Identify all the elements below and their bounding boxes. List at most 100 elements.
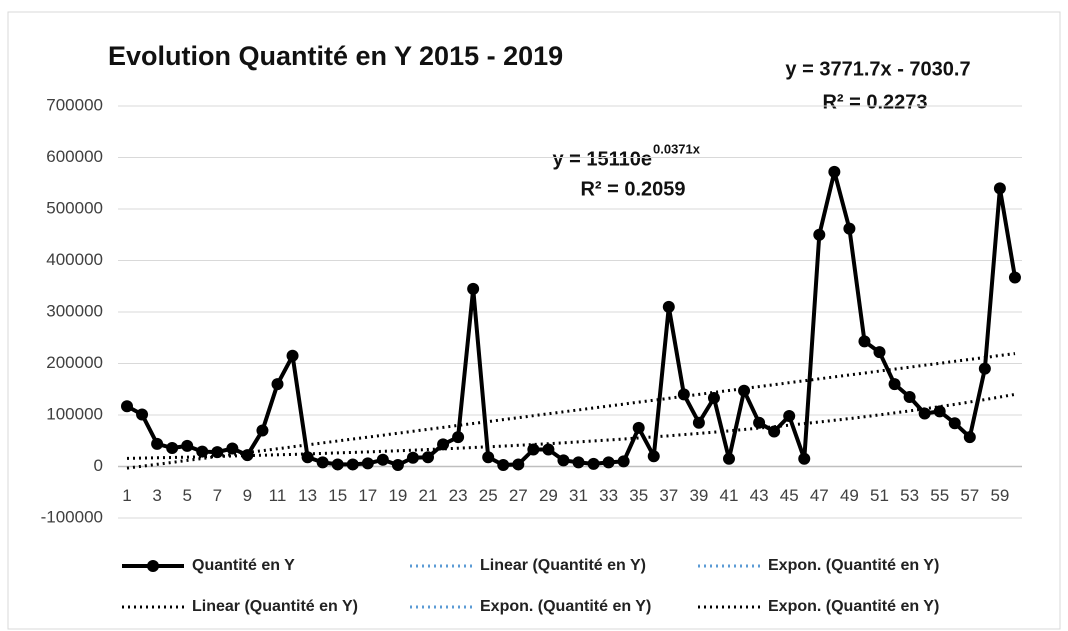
marker xyxy=(783,410,796,423)
marker xyxy=(963,431,976,444)
marker xyxy=(843,222,856,235)
chart-border xyxy=(7,11,1061,630)
marker xyxy=(406,451,419,464)
marker xyxy=(602,456,615,469)
marker xyxy=(151,437,164,450)
x-tick-label: 49 xyxy=(840,486,859,505)
x-tick-label: 35 xyxy=(629,486,648,505)
marker xyxy=(948,417,961,430)
marker xyxy=(316,456,329,469)
expon-r2: R² = 0.2059 xyxy=(580,178,685,200)
marker xyxy=(813,228,826,241)
x-tick-label: 57 xyxy=(960,486,979,505)
y-tick-label: -100000 xyxy=(41,507,103,526)
marker xyxy=(587,457,600,470)
marker xyxy=(181,439,194,452)
y-tick-label: 100000 xyxy=(46,404,103,423)
x-tick-label: 9 xyxy=(243,486,252,505)
marker xyxy=(692,416,705,429)
y-tick-label: 200000 xyxy=(46,353,103,372)
x-tick-label: 3 xyxy=(152,486,161,505)
marker xyxy=(256,424,269,437)
marker xyxy=(437,438,450,451)
marker xyxy=(166,441,179,454)
x-tick-label: 15 xyxy=(328,486,347,505)
marker xyxy=(978,362,991,375)
chart-title: Evolution Quantité en Y 2015 - 2019 xyxy=(108,41,563,71)
x-tick-label: 23 xyxy=(449,486,468,505)
x-tick-label: 37 xyxy=(659,486,678,505)
marker xyxy=(482,451,495,464)
marker xyxy=(271,378,284,391)
x-tick-label: 7 xyxy=(213,486,222,505)
marker xyxy=(647,450,660,463)
x-tick-label: 19 xyxy=(388,486,407,505)
x-tick-label: 17 xyxy=(358,486,377,505)
y-tick-label: 400000 xyxy=(46,250,103,269)
marker xyxy=(858,335,871,348)
marker xyxy=(723,452,735,465)
marker xyxy=(768,425,781,438)
x-tick-label: 25 xyxy=(479,486,498,505)
marker xyxy=(738,384,751,397)
expon-equation: y = 15110e xyxy=(552,148,652,170)
marker xyxy=(301,451,314,464)
x-tick-label: 5 xyxy=(182,486,191,505)
marker xyxy=(993,182,1006,195)
marker xyxy=(828,165,841,178)
x-tick-label: 39 xyxy=(689,486,708,505)
x-tick-label: 11 xyxy=(269,486,287,505)
marker xyxy=(422,451,434,464)
x-tick-label: 47 xyxy=(810,486,829,505)
marker xyxy=(632,421,645,434)
x-tick-label: 59 xyxy=(990,486,1009,505)
marker xyxy=(331,458,344,471)
x-tick-label: 45 xyxy=(780,486,799,505)
x-tick-label: 43 xyxy=(750,486,769,505)
x-tick-label: 41 xyxy=(720,486,739,505)
marker xyxy=(226,442,239,455)
marker xyxy=(1008,271,1021,284)
marker xyxy=(241,449,254,462)
marker xyxy=(527,443,540,456)
marker xyxy=(707,392,720,405)
legend-label: Expon. (Quantité en Y) xyxy=(768,598,939,615)
y-tick-label: 0 xyxy=(94,456,103,475)
marker xyxy=(376,453,389,466)
marker xyxy=(452,431,465,444)
legend-label: Quantité en Y xyxy=(192,557,295,574)
linear-equation: y = 3771.7x - 7030.7 xyxy=(785,58,970,80)
legend-label: Expon. (Quantité en Y) xyxy=(768,557,939,574)
marker xyxy=(677,388,690,401)
trendline xyxy=(126,392,1016,460)
marker xyxy=(903,390,916,403)
marker xyxy=(557,454,570,467)
marker xyxy=(572,456,585,469)
marker xyxy=(346,458,359,471)
legend-marker xyxy=(147,560,159,572)
x-tick-label: 29 xyxy=(539,486,558,505)
x-tick-label: 51 xyxy=(870,486,889,505)
legend-label: Expon. (Quantité en Y) xyxy=(480,598,651,615)
marker xyxy=(361,457,374,470)
y-tick-label: 600000 xyxy=(46,147,103,166)
x-tick-label: 55 xyxy=(930,486,949,505)
x-tick-label: 1 xyxy=(122,486,131,505)
x-tick-label: 53 xyxy=(900,486,919,505)
marker xyxy=(617,455,630,468)
marker xyxy=(391,458,404,471)
x-tick-label: 31 xyxy=(569,486,588,505)
legend-label: Linear (Quantité en Y) xyxy=(480,557,646,574)
y-tick-label: 700000 xyxy=(46,95,103,114)
marker xyxy=(121,400,133,413)
expon-exponent: 0.0371x xyxy=(653,141,701,156)
marker xyxy=(467,282,480,295)
marker xyxy=(497,458,510,471)
x-tick-label: 21 xyxy=(419,486,438,505)
x-tick-label: 27 xyxy=(509,486,528,505)
marker xyxy=(918,407,931,420)
marker xyxy=(753,416,766,429)
marker xyxy=(933,405,946,418)
marker xyxy=(798,452,811,465)
